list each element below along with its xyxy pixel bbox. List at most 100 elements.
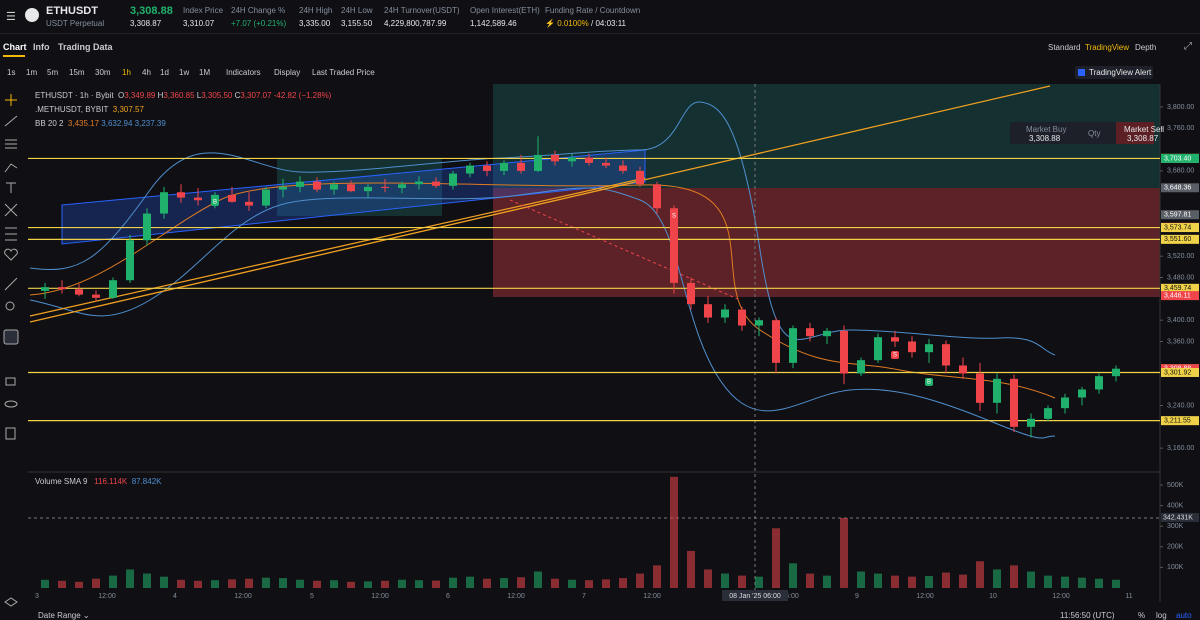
tool-fib[interactable] [5, 139, 17, 149]
candle-body [347, 184, 355, 192]
volume-bar [704, 569, 712, 588]
view-tab[interactable]: Standard [1048, 43, 1081, 52]
menu[interactable]: Last Traded Price [312, 68, 375, 77]
view-tab[interactable]: Depth [1135, 43, 1157, 52]
tab[interactable]: Info [33, 42, 50, 52]
volume-bar [942, 572, 950, 588]
change: -42.82 (−1.28%) [273, 91, 332, 100]
tool-eye[interactable] [4, 400, 18, 408]
candle-body [58, 287, 66, 290]
range[interactable]: Date Range [38, 611, 81, 620]
auto[interactable]: auto [1176, 611, 1192, 620]
interval[interactable]: 15m [69, 68, 85, 77]
volume-bar [143, 573, 151, 588]
volume-bar [840, 517, 848, 588]
pct[interactable]: % [1138, 611, 1146, 620]
log[interactable]: log [1156, 611, 1167, 620]
stat-label: 24H High [299, 6, 333, 15]
candle-body [364, 186, 372, 192]
volume-bar [517, 577, 525, 588]
candle-body [653, 184, 661, 209]
price-label: 3,760.00 [1167, 125, 1194, 132]
tool-line[interactable] [4, 115, 18, 127]
volume-bar [279, 578, 287, 588]
tool-favorite[interactable] [4, 248, 18, 261]
tool-lock[interactable] [5, 377, 16, 386]
volume-bar [313, 580, 321, 588]
tool-measure[interactable] [5, 227, 17, 241]
c: C [234, 91, 241, 100]
volume-bar [449, 577, 457, 588]
symbol[interactable]: ETHUSDT [46, 5, 98, 17]
interval[interactable]: 1s [7, 68, 16, 77]
buy-value[interactable]: 3,308.88 [1029, 134, 1061, 143]
price-badge-text: 3,703.40 [1164, 155, 1191, 162]
menu[interactable]: Indicators [226, 68, 261, 77]
buy-label[interactable]: Market Buy [1026, 125, 1067, 134]
tool-pattern[interactable] [4, 203, 18, 217]
volume-bar [619, 578, 627, 588]
interval[interactable]: 30m [95, 68, 111, 77]
alert-text[interactable]: TradingView Alert [1089, 68, 1152, 77]
tab-underline [3, 55, 25, 57]
volume-bar [1010, 565, 1018, 588]
interval[interactable]: 5m [47, 68, 59, 77]
stat-value: 3,155.50 [341, 19, 373, 28]
view-tab[interactable]: TradingView [1085, 43, 1130, 52]
tool-zoom[interactable] [5, 301, 15, 311]
sell-label[interactable]: Market Sell [1124, 125, 1165, 134]
candle-body [1027, 418, 1035, 427]
sell-box[interactable] [1116, 122, 1154, 144]
qty[interactable]: Qty [1088, 129, 1101, 138]
menu-icon[interactable]: ☰ [6, 11, 16, 23]
volume-bar [1044, 575, 1052, 588]
volume-bar [738, 575, 746, 588]
eth-icon [25, 8, 39, 22]
tool-ruler[interactable] [4, 277, 18, 291]
sell-value[interactable]: 3,308.87 [1127, 134, 1159, 143]
time-label: 12:00 [507, 593, 525, 600]
date-range[interactable]: Date Range ⌄ [38, 611, 90, 620]
countdown: 04:03:11 [595, 19, 626, 28]
tool-layers[interactable] [4, 597, 18, 607]
price-label: 3,400.00 [1167, 317, 1194, 324]
candle-body [245, 201, 253, 206]
volume-bar [262, 577, 270, 588]
time-label: 5 [310, 593, 314, 600]
price-badge [1161, 291, 1199, 301]
candle-body [806, 328, 814, 337]
tool-magnet[interactable] [3, 329, 19, 345]
volume-bar [857, 571, 865, 588]
interval[interactable]: 1m [26, 68, 38, 77]
interval[interactable]: 1M [199, 68, 211, 77]
candle-body [466, 165, 474, 174]
candle-body [313, 181, 321, 190]
price-label: 3,160.00 [1167, 445, 1194, 452]
interval[interactable]: 1w [179, 68, 190, 77]
interval[interactable]: 1h [122, 68, 131, 77]
tool-cross[interactable] [5, 94, 17, 106]
candle-body [449, 173, 457, 186]
menu[interactable]: Display [274, 68, 301, 77]
tool-text[interactable] [6, 182, 16, 193]
interval[interactable]: 4h [142, 68, 151, 77]
tab[interactable]: Chart [3, 42, 27, 52]
candle-body [925, 344, 933, 353]
price-label: 3,240.00 [1167, 402, 1194, 409]
l: L [196, 91, 202, 100]
volume-bar [466, 576, 474, 588]
tool-brush[interactable] [4, 163, 18, 173]
time-label: 9 [855, 593, 859, 600]
alert-button[interactable]: TradingView Alert [1075, 66, 1153, 79]
volume-bar [636, 573, 644, 588]
volume-label: 400K [1167, 502, 1184, 509]
tab[interactable]: Trading Data [58, 42, 113, 52]
time-label: 10 [989, 593, 997, 600]
expand[interactable]: ⤢ [1184, 41, 1192, 52]
time-label: 3 [35, 593, 39, 600]
candle-body [619, 165, 627, 171]
volume-bar [177, 579, 185, 588]
tool-trash[interactable] [5, 427, 16, 440]
interval[interactable]: 1d [160, 68, 169, 77]
volume-bar [415, 580, 423, 588]
